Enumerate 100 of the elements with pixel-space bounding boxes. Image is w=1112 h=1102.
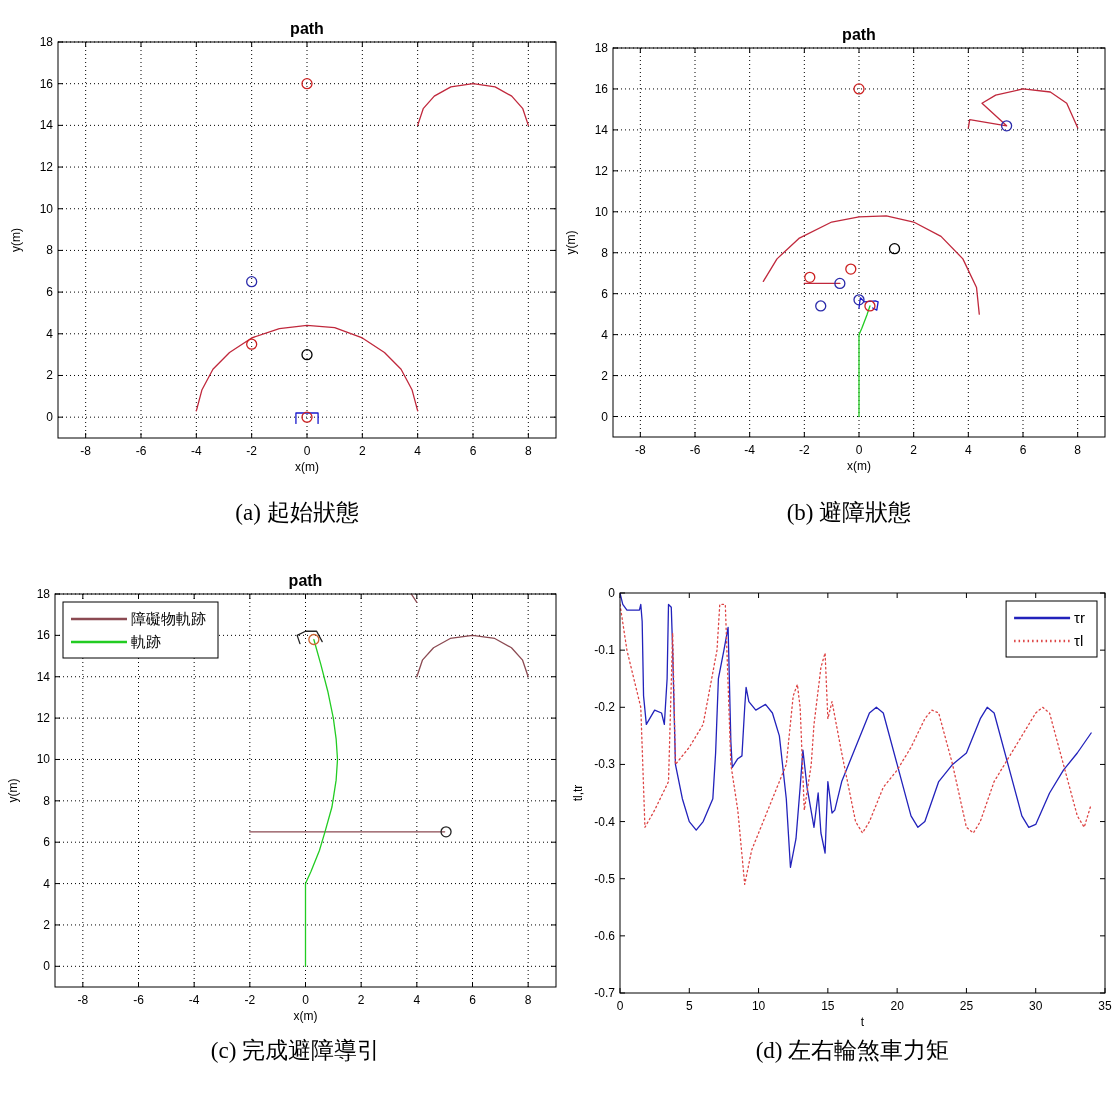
point (845, 263, 857, 275)
x-axis-title: x(m) (293, 1009, 318, 1023)
x-tick-label: 25 (959, 999, 974, 1013)
x-tick-label: -4 (744, 443, 756, 457)
x-tick-label: 6 (469, 444, 477, 458)
y-tick-label: 2 (46, 368, 54, 383)
chart-title: path (842, 26, 876, 43)
y-tick-label: 8 (43, 793, 51, 808)
x-tick-label: 20 (890, 999, 905, 1013)
x-tick-label: 2 (910, 443, 918, 457)
x-tick-label: 35 (1098, 999, 1112, 1013)
x-tick-label: -8 (80, 444, 92, 458)
y-tick-label: -0.6 (594, 928, 616, 943)
legend-label: τr (1074, 609, 1085, 626)
y-tick-label: -0.5 (594, 871, 616, 886)
x-tick-label: 15 (821, 999, 835, 1013)
y-tick-label: -0.4 (594, 814, 616, 829)
x-tick-label: 5 (685, 999, 693, 1013)
x-tick-label: 2 (358, 444, 366, 458)
point (888, 242, 901, 255)
y-tick-label: 12 (39, 160, 54, 175)
x-tick-label: 2 (357, 993, 365, 1007)
point (301, 78, 313, 90)
y-tick-label: 14 (39, 118, 54, 133)
line-series (296, 630, 323, 645)
x-tick-label: 4 (414, 444, 422, 458)
x-tick-label: 0 (855, 443, 863, 457)
point (301, 348, 313, 361)
point (864, 300, 876, 312)
y-tick-label: 8 (601, 245, 609, 260)
y-tick-label: 12 (594, 163, 609, 178)
x-tick-label: -2 (799, 443, 810, 457)
x-tick-label: 30 (1029, 999, 1043, 1013)
y-tick-label: 8 (46, 243, 54, 258)
x-tick-label: -8 (635, 443, 646, 457)
point (834, 277, 846, 290)
y-tick-label: 0 (43, 959, 51, 974)
y-tick-label: 14 (594, 122, 609, 137)
y-tick-label: 0 (608, 586, 616, 600)
point (853, 294, 865, 306)
point (853, 83, 865, 95)
point (301, 411, 313, 423)
y-tick-label: 4 (601, 327, 609, 342)
x-axis-title: x(m) (295, 460, 319, 474)
y-tick-label: 16 (39, 76, 54, 91)
y-tick-label: 4 (46, 326, 54, 341)
x-tick-label: -8 (77, 993, 89, 1007)
y-tick-label: 10 (36, 752, 51, 767)
x-tick-label: -6 (135, 444, 147, 458)
x-tick-label: 0 (303, 444, 311, 458)
chart-title: path (290, 20, 324, 37)
y-tick-label: 18 (36, 587, 51, 601)
y-tick-label: -0.7 (594, 986, 616, 1000)
y-tick-label: 10 (39, 201, 54, 216)
legend-label: τl (1074, 632, 1084, 649)
y-tick-label: 6 (46, 285, 54, 300)
y-tick-label: 2 (601, 368, 609, 383)
y-tick-label: -0.1 (594, 643, 616, 658)
x-axis-title: t (860, 1015, 865, 1029)
y-tick-label: 16 (36, 628, 51, 643)
y-tick-label: 18 (594, 41, 609, 55)
y-tick-label: 16 (594, 81, 609, 96)
y-tick-label: 18 (39, 35, 54, 49)
legend-label: 軌跡 (131, 633, 161, 650)
x-tick-label: 8 (1074, 443, 1082, 457)
x-axis-title: x(m) (847, 459, 871, 473)
x-tick-label: 8 (524, 444, 532, 458)
point (246, 338, 258, 350)
x-tick-label: 0 (302, 993, 310, 1007)
y-tick-label: 12 (36, 711, 51, 726)
y-tick-label: 14 (36, 669, 51, 684)
y-axis-title: y(m) (564, 230, 578, 255)
line-series (417, 83, 529, 127)
y-tick-label: 0 (601, 409, 609, 424)
x-tick-label: -6 (689, 443, 701, 457)
x-tick-label: -2 (246, 444, 258, 458)
line-series (762, 215, 980, 315)
y-tick-label: 0 (46, 410, 54, 425)
text: (b) 避障狀態 (786, 500, 912, 525)
y-tick-label: 2 (43, 917, 51, 932)
y-tick-label: -0.2 (594, 700, 616, 715)
x-tick-label: 4 (964, 443, 972, 457)
y-tick-label: 6 (601, 286, 609, 301)
chart-title: path (288, 572, 323, 589)
y-axis-title: y(m) (6, 778, 20, 803)
x-tick-label: -2 (244, 993, 256, 1007)
x-tick-label: -4 (191, 444, 202, 458)
legend-label: 障礙物軌跡 (131, 610, 206, 627)
x-tick-label: 4 (413, 993, 421, 1007)
x-tick-label: -4 (188, 993, 200, 1007)
y-axis-title: tl,tr (571, 784, 585, 802)
y-axis-title: y(m) (9, 228, 23, 252)
x-tick-label: 6 (469, 993, 477, 1007)
text: (a) 起始狀態 (235, 500, 359, 525)
y-tick-label: 10 (594, 204, 609, 219)
x-tick-label: 6 (1019, 443, 1027, 457)
x-tick-label: 8 (524, 993, 532, 1007)
point (804, 271, 816, 283)
point (1000, 120, 1013, 132)
x-tick-label: -6 (133, 993, 145, 1007)
